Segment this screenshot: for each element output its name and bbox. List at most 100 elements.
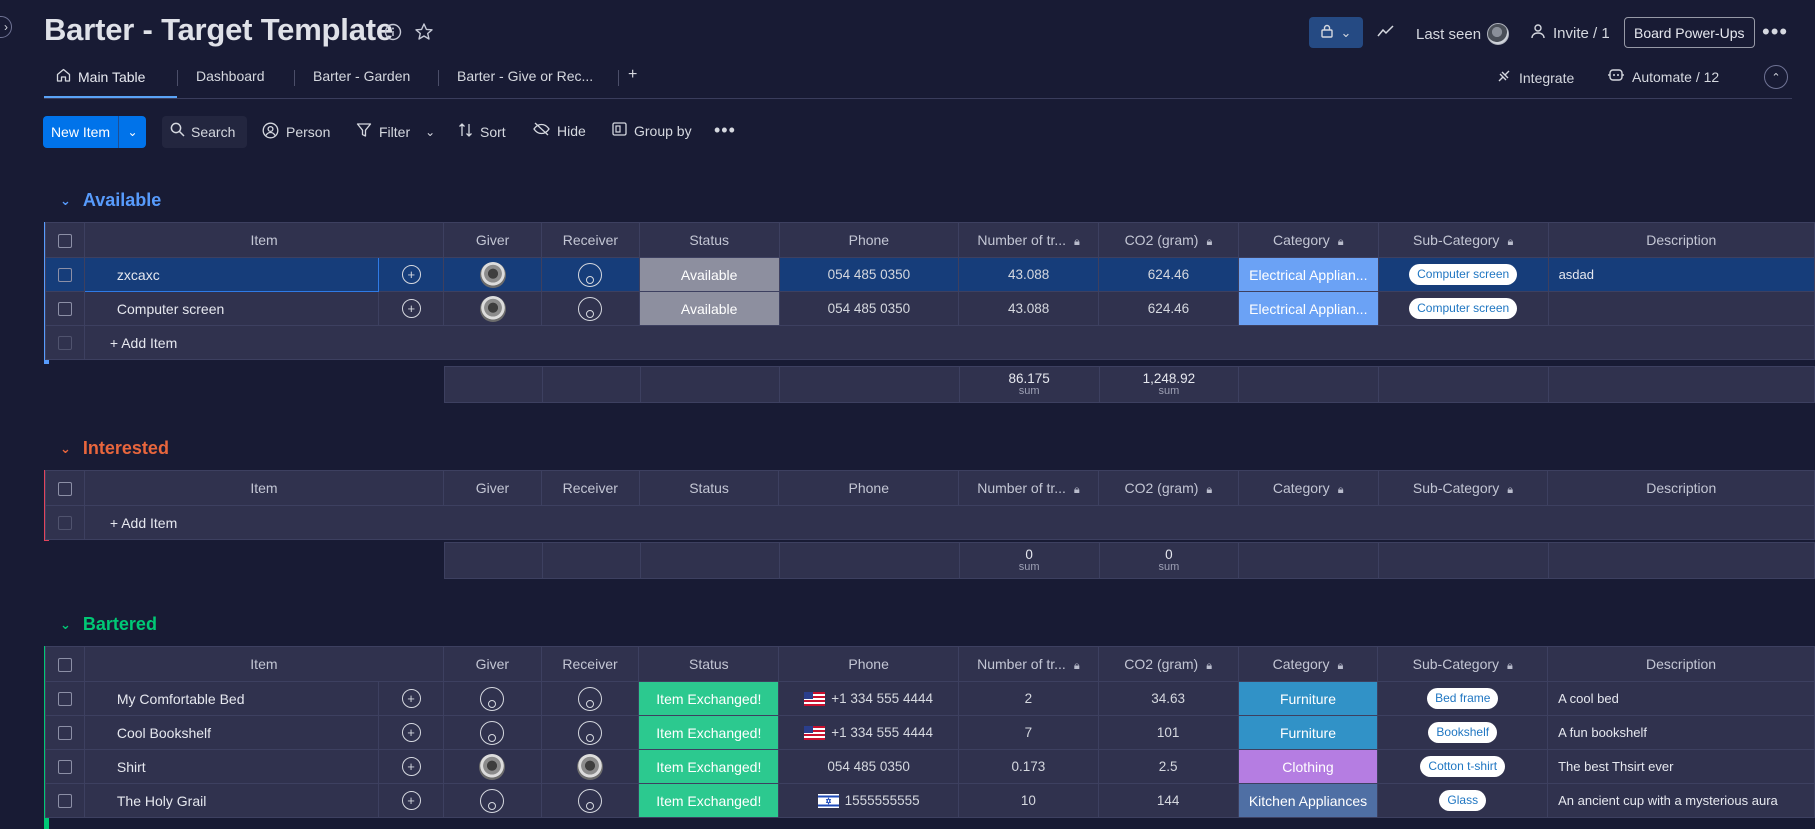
column-header[interactable]: Receiver [540,470,640,506]
category-cell[interactable]: Furniture [1237,681,1379,716]
column-header[interactable]: Category 🔒︎ [1237,222,1379,258]
table-row[interactable]: Shirt + Item Exchanged! 054 485 0350 0.1… [45,749,1815,784]
item-updates-button[interactable]: + [378,291,445,326]
automate-button[interactable]: Automate / 12 [1607,68,1719,85]
hide-button[interactable]: Hide [533,122,586,139]
column-header[interactable]: Item [83,222,445,258]
number-cell[interactable]: 0.173 [958,749,1099,784]
number-cell[interactable]: 43.088 [958,257,1100,292]
chevron-down-icon[interactable]: ⌄ [60,192,71,208]
column-header[interactable]: Sub-Category 🔒︎ [1377,222,1549,258]
board-title[interactable]: Barter - Target Template [44,12,393,47]
item-name-cell[interactable]: Cool Bookshelf [83,715,380,750]
description-cell[interactable]: asdad [1547,257,1815,292]
number-cell[interactable]: 7 [958,715,1099,750]
row-checkbox[interactable] [45,715,85,750]
tab-barter-give-or-receive[interactable]: Barter - Give or Rec... [457,68,594,84]
column-header[interactable]: Item [83,470,445,506]
column-header[interactable]: CO2 (gram) 🔒︎ [1097,646,1239,682]
table-row[interactable]: zxcaxc + Available 054 485 0350 43.088 6… [45,257,1815,292]
co2-sum-cell[interactable]: 1,248.92 sum [1098,366,1240,403]
column-header[interactable]: Category 🔒︎ [1237,646,1379,682]
co2-cell[interactable]: 101 [1097,715,1239,750]
chevron-down-icon[interactable]: ⌄ [127,125,138,139]
description-cell[interactable]: A fun bookshelf [1547,715,1815,750]
number-sum-cell[interactable]: 0 sum [958,542,1100,579]
item-name-cell[interactable]: Shirt [83,749,380,784]
phone-cell[interactable]: 054 485 0350 [778,291,960,326]
giver-cell[interactable] [443,291,542,326]
column-header[interactable]: Status [638,646,780,682]
status-cell[interactable]: Available [638,291,780,326]
co2-cell[interactable]: 144 [1097,783,1239,818]
column-header[interactable]: Status [638,222,780,258]
row-checkbox[interactable] [45,783,85,818]
phone-cell[interactable]: 1555555555 [778,783,959,818]
filter-button[interactable]: Filter ⌄ [356,122,435,141]
column-header[interactable]: Giver [442,646,542,682]
add-view-button[interactable]: + [628,66,638,83]
column-header[interactable]: Description [1547,222,1815,258]
board-powerups-button[interactable]: Board Power-Ups [1624,17,1755,48]
table-row[interactable]: Computer screen + Available 054 485 0350… [45,291,1815,326]
chevron-down-icon[interactable]: ⌄ [60,616,71,632]
group-title[interactable]: Bartered [82,614,157,634]
column-header[interactable]: Phone [778,646,959,682]
row-checkbox[interactable] [45,681,85,716]
column-header[interactable]: Description [1547,646,1815,682]
search-button[interactable]: Search [162,116,247,148]
person-filter-button[interactable]: Person [262,122,330,142]
column-header[interactable]: Giver [443,222,542,258]
category-cell[interactable]: Clothing [1237,749,1379,784]
item-name-cell[interactable]: zxcaxc [83,257,380,292]
star-icon[interactable] [414,22,434,47]
item-updates-button[interactable]: + [378,783,444,818]
column-header[interactable]: Giver [443,470,542,506]
description-cell[interactable] [1547,291,1815,326]
column-header[interactable]: CO2 (gram) 🔒︎ [1097,470,1239,506]
description-cell[interactable]: The best Thsirt ever [1547,749,1815,784]
phone-cell[interactable]: +1 334 555 4444 [778,681,959,716]
column-header[interactable]: Number of tr... 🔒︎ [958,646,1099,682]
table-row[interactable]: The Holy Grail + Item Exchanged! 1555555… [45,783,1815,818]
subcategory-cell[interactable]: Bookshelf [1377,715,1549,750]
subcategory-cell[interactable]: Glass [1377,783,1549,818]
table-row[interactable]: Cool Bookshelf + Item Exchanged! +1 334 … [45,715,1815,750]
column-header[interactable]: Description [1547,470,1815,506]
category-cell[interactable]: Kitchen Appliances [1237,783,1379,818]
add-item-row[interactable]: + Add Item [45,505,1815,540]
column-header[interactable]: Category 🔒︎ [1237,470,1379,506]
new-item-label[interactable]: New Item [43,116,119,148]
row-checkbox[interactable] [45,257,85,292]
chevron-down-icon[interactable]: ⌄ [60,440,71,456]
number-cell[interactable]: 10 [958,783,1099,818]
column-header[interactable]: Phone [778,222,960,258]
invite-button[interactable]: Invite / 1 [1530,23,1610,43]
column-header[interactable]: Receiver [540,646,640,682]
add-item-row[interactable]: + Add Item [45,325,1815,360]
number-sum-cell[interactable]: 86.175 sum [958,366,1100,403]
item-updates-button[interactable]: + [378,257,445,292]
giver-cell[interactable] [443,257,542,292]
row-checkbox[interactable] [45,291,85,326]
phone-cell[interactable]: +1 334 555 4444 [778,715,959,750]
table-row[interactable]: My Comfortable Bed + Item Exchanged! +1 … [45,681,1815,716]
item-name-cell[interactable]: Computer screen [83,291,380,326]
add-item-input[interactable]: + Add Item [83,505,1815,540]
column-header[interactable]: Sub-Category 🔒︎ [1377,646,1549,682]
receiver-cell[interactable] [540,715,640,750]
receiver-cell[interactable] [540,783,640,818]
receiver-cell[interactable] [540,749,640,784]
group-title[interactable]: Interested [82,438,169,458]
group-title[interactable]: Available [82,190,162,210]
status-cell[interactable]: Available [638,257,780,292]
status-cell[interactable]: Item Exchanged! [638,783,780,818]
group-by-button[interactable]: Group by [612,122,692,139]
chevron-down-icon[interactable]: ⌄ [425,124,436,139]
item-updates-button[interactable]: + [378,715,444,750]
status-cell[interactable]: Item Exchanged! [638,681,780,716]
description-cell[interactable]: An ancient cup with a mysterious aura [1547,783,1815,818]
group-header-bartered[interactable]: ⌄ Bartered [60,614,157,635]
category-cell[interactable]: Electrical Applian... [1237,291,1379,326]
last-seen-button[interactable]: Last seen [1416,23,1510,45]
